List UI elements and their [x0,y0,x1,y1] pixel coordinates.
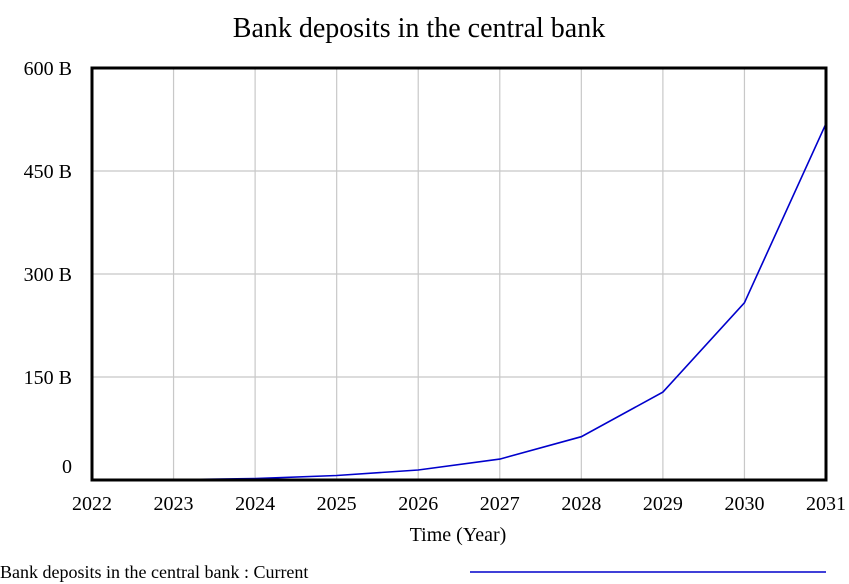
x-tick-label: 2027 [480,493,520,515]
y-tick-label: 0 [62,456,72,478]
x-axis-label: Time (Year) [410,524,507,546]
x-tick-label: 2022 [72,493,112,515]
x-tick-label: 2025 [317,493,357,515]
x-tick-label: 2026 [398,493,438,515]
y-tick-label: 600 B [24,58,72,80]
x-tick-label: 2029 [643,493,683,515]
x-tick-label: 2030 [724,493,764,515]
x-tick-label: 2023 [154,493,194,515]
y-tick-label: 300 B [24,264,72,286]
y-axis-ticks: 0 150 B 300 B 450 B 600 B [24,58,72,478]
x-tick-label: 2031 [806,493,846,515]
y-tick-label: 450 B [24,161,72,183]
series-line [91,123,827,481]
legend-label: Bank deposits in the central bank : Curr… [0,562,308,582]
y-tick-label: 150 B [24,367,72,389]
legend: Bank deposits in the central bank : Curr… [0,562,826,582]
plot-frame [90,66,828,482]
chart-title: Bank deposits in the central bank [233,13,605,44]
series-layer [91,123,827,481]
x-tick-label: 2024 [235,493,275,515]
x-tick-label: 2028 [561,493,601,515]
grid-lines [91,67,827,481]
x-axis-ticks: 2022 2023 2024 2025 2026 2027 2028 2029 2030 2031 [72,493,846,515]
